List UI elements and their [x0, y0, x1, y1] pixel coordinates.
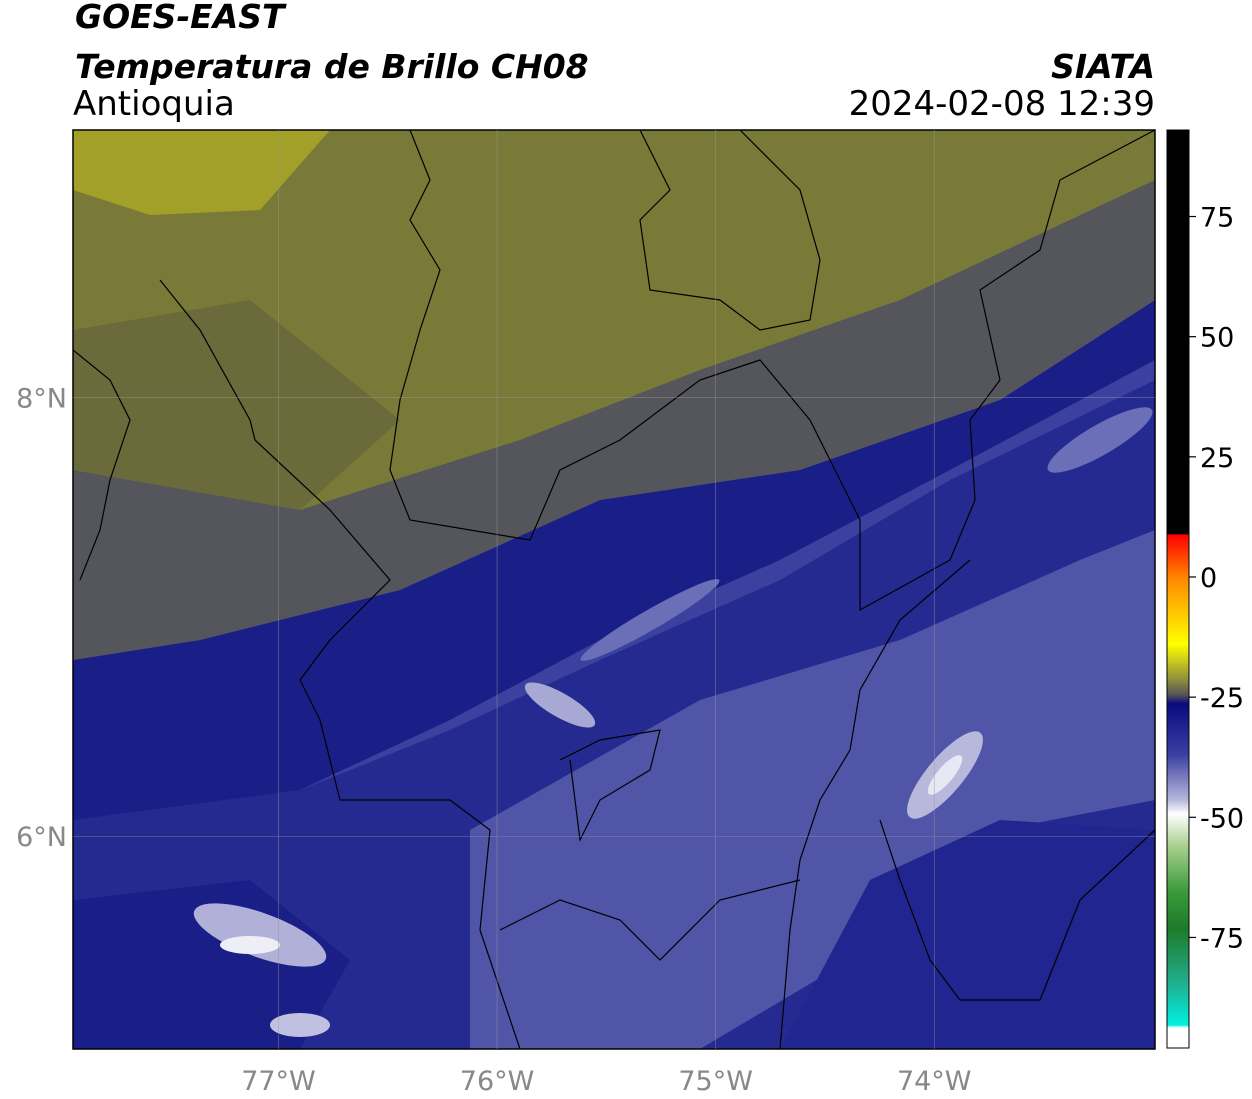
- x-tick-label: 77°W: [241, 1066, 316, 1097]
- title: GOES-EAST: [75, 0, 287, 36]
- x-tick-label: 74°W: [897, 1066, 972, 1097]
- colorbar-tick-label: -75: [1200, 923, 1244, 954]
- colorbar-tick-label: 50: [1200, 323, 1234, 354]
- region: Antioquia: [73, 84, 235, 124]
- map-field: [73, 130, 1155, 1049]
- datetime: 2024-02-08 12:39: [849, 84, 1155, 124]
- x-tick-label: 76°W: [460, 1066, 535, 1097]
- colorbar-tick-label: 0: [1200, 563, 1217, 594]
- subtitle: Temperatura de Brillo CH08: [75, 47, 589, 86]
- colorbar-tick-label: 25: [1200, 443, 1234, 474]
- colorbar-tick-label: -50: [1200, 803, 1244, 834]
- map-frame: [72, 129, 1156, 1050]
- x-tick-label: 75°W: [678, 1066, 753, 1097]
- colorbar-tick-label: 75: [1200, 203, 1234, 234]
- y-tick-label: 8°N: [16, 384, 67, 415]
- colorbar: [1166, 129, 1190, 1049]
- colorbar-tick-label: -25: [1200, 683, 1244, 714]
- source: SIATA: [1051, 47, 1155, 86]
- y-tick-label: 6°N: [16, 822, 67, 853]
